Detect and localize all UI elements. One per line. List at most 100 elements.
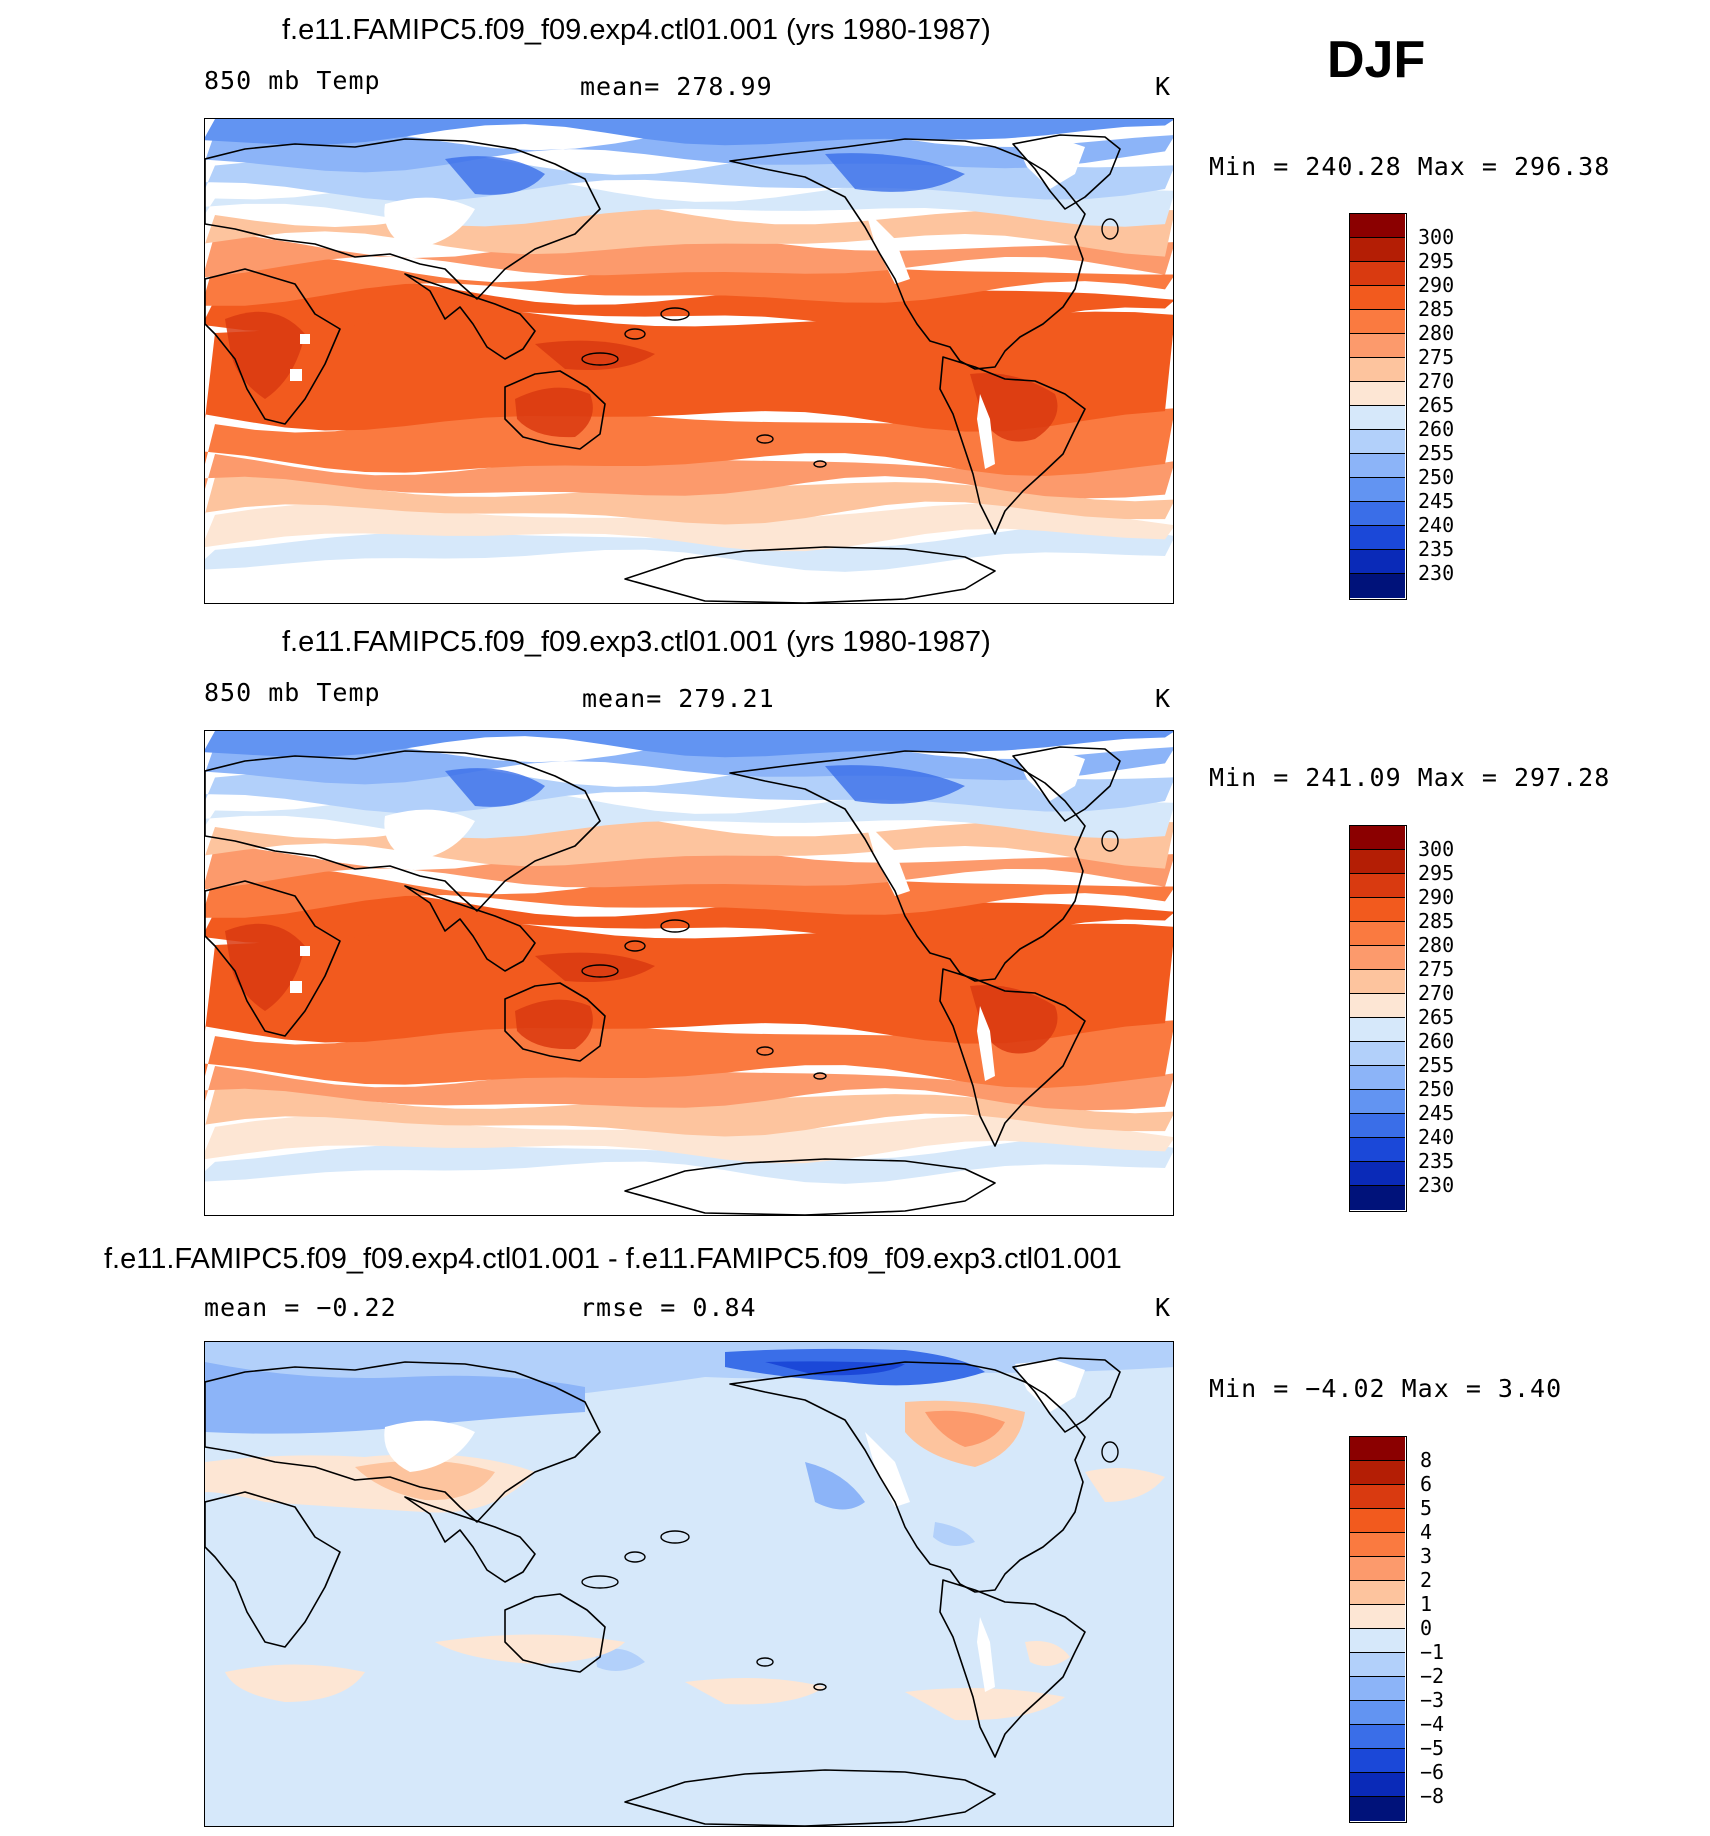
panel-3-difference-field [205,1342,1173,1826]
season-label: DJF [1327,31,1426,89]
coastline [205,268,341,425]
coastline [624,1158,996,1215]
warm-region [970,985,1058,1054]
colorbar-tick-label: −8 [1420,1784,1445,1808]
colorbar-swatch [1350,1485,1405,1509]
island-outline [813,460,827,468]
panel-2-field: 850 mb Temp [204,678,381,707]
contour-band [205,731,1173,758]
colorbar-tick-label: 235 [1418,537,1455,561]
coastline [504,370,606,450]
colorbar-swatch [1350,286,1405,310]
negative-anomaly [765,1361,905,1376]
colorbar-tick-label: 245 [1418,1101,1455,1125]
colorbar-swatch [1350,526,1405,550]
colorbar-frame [1349,825,1407,1212]
colorbar-swatch [1350,1090,1405,1114]
colorbar-swatch [1350,874,1405,898]
colorbar-tick-label: 295 [1418,861,1455,885]
colorbar-tick-label: 240 [1418,513,1455,537]
colorbar-swatch [1350,1509,1405,1533]
colorbar-swatch [1350,574,1405,598]
colorbar-tick-label: 8 [1420,1448,1433,1472]
colorbar-swatch [1350,850,1405,874]
colorbar-swatch [1350,1437,1405,1461]
coastline [404,1496,536,1583]
contour-band [205,453,1173,499]
coastline [1012,1357,1121,1433]
panel-3-minmax: Min = −4.02 Max = 3.40 [1209,1374,1563,1403]
colorbar-swatch [1350,1725,1405,1749]
colorbar-tick-label: 2 [1420,1568,1433,1592]
colorbar-tick-label: 5 [1420,1496,1433,1520]
contour-band [205,503,1173,552]
coastline [504,1593,606,1673]
positive-anomaly [1025,1641,1070,1666]
coastline [729,138,1086,370]
colorbar-swatch [1350,1701,1405,1725]
panel-2-mean: mean= 279.21 [582,684,775,713]
island-outline [581,964,619,978]
coastline [624,1769,996,1826]
island-outline [581,352,619,366]
warm-region [970,373,1058,442]
colorbar-swatch [1350,1677,1405,1701]
colorbar-tick-label: 0 [1420,1616,1433,1640]
island-outline [1101,830,1119,852]
colorbar-swatch [1350,1749,1405,1773]
contour-band [205,526,1173,572]
missing-data-area [865,1432,910,1507]
panel-1-temperature-field [205,119,1173,603]
missing-data-area [300,334,310,344]
colorbar-tick-label: 265 [1418,1005,1455,1029]
colorbar-tick-label: −5 [1420,1736,1445,1760]
coastline [404,273,536,360]
panel-3-unit: K [1155,1293,1172,1322]
colorbar-tick-label: 285 [1418,297,1455,321]
colorbar-tick-label: 275 [1418,345,1455,369]
island-outline [1101,218,1119,240]
colorbar-tick-label: 235 [1418,1149,1455,1173]
colorbar-tick-label: 300 [1418,837,1455,861]
missing-data-area [1015,137,1085,189]
colorbar-tick-label: 230 [1418,1173,1455,1197]
colorbar-swatch [1350,358,1405,382]
colorbar-swatch [1350,1605,1405,1629]
colorbar-tick-label: 3 [1420,1544,1433,1568]
colorbar-swatch [1350,1066,1405,1090]
contour-band [205,1088,1173,1137]
colorbar-swatch [1350,1797,1405,1821]
coastline [1012,746,1121,822]
contour-band [205,255,1173,306]
panel-2-title: f.e11.FAMIPC5.f09_f09.exp3.ctl01.001 (yr… [282,626,991,658]
missing-data-area [977,1617,995,1692]
coastline [1012,134,1121,210]
coastline [205,138,601,300]
colorbar-swatch [1350,1018,1405,1042]
missing-data-area [1015,1360,1085,1412]
colorbar-swatch [1350,262,1405,286]
missing-data-area [977,394,995,469]
contour-band [205,1065,1173,1111]
island-outline [756,1046,774,1056]
panel-2-minmax: Min = 241.09 Max = 297.28 [1209,763,1611,792]
panel-1-unit: K [1155,72,1172,101]
panel-3-map [204,1341,1174,1827]
island-outline [756,1657,774,1667]
contour-band [205,306,1173,432]
colorbar-tick-label: 240 [1418,1125,1455,1149]
panel-3-title: f.e11.FAMIPC5.f09_f09.exp4.ctl01.001 - f… [104,1243,1122,1275]
colorbar-swatch [1350,1557,1405,1581]
colorbar-tick-label: 300 [1418,225,1455,249]
negative-anomaly [205,1362,585,1434]
colorbar-swatch [1350,454,1405,478]
missing-data-area [977,1006,995,1081]
colorbar-swatch [1350,994,1405,1018]
colorbar-tick-label: 250 [1418,465,1455,489]
island-outline [1101,1441,1119,1463]
colorbar-tick-label: 275 [1418,957,1455,981]
colorbar-swatch [1350,334,1405,358]
panel-1-field: 850 mb Temp [204,66,381,95]
colorbar-swatch [1350,1773,1405,1797]
island-outline [813,1072,827,1080]
